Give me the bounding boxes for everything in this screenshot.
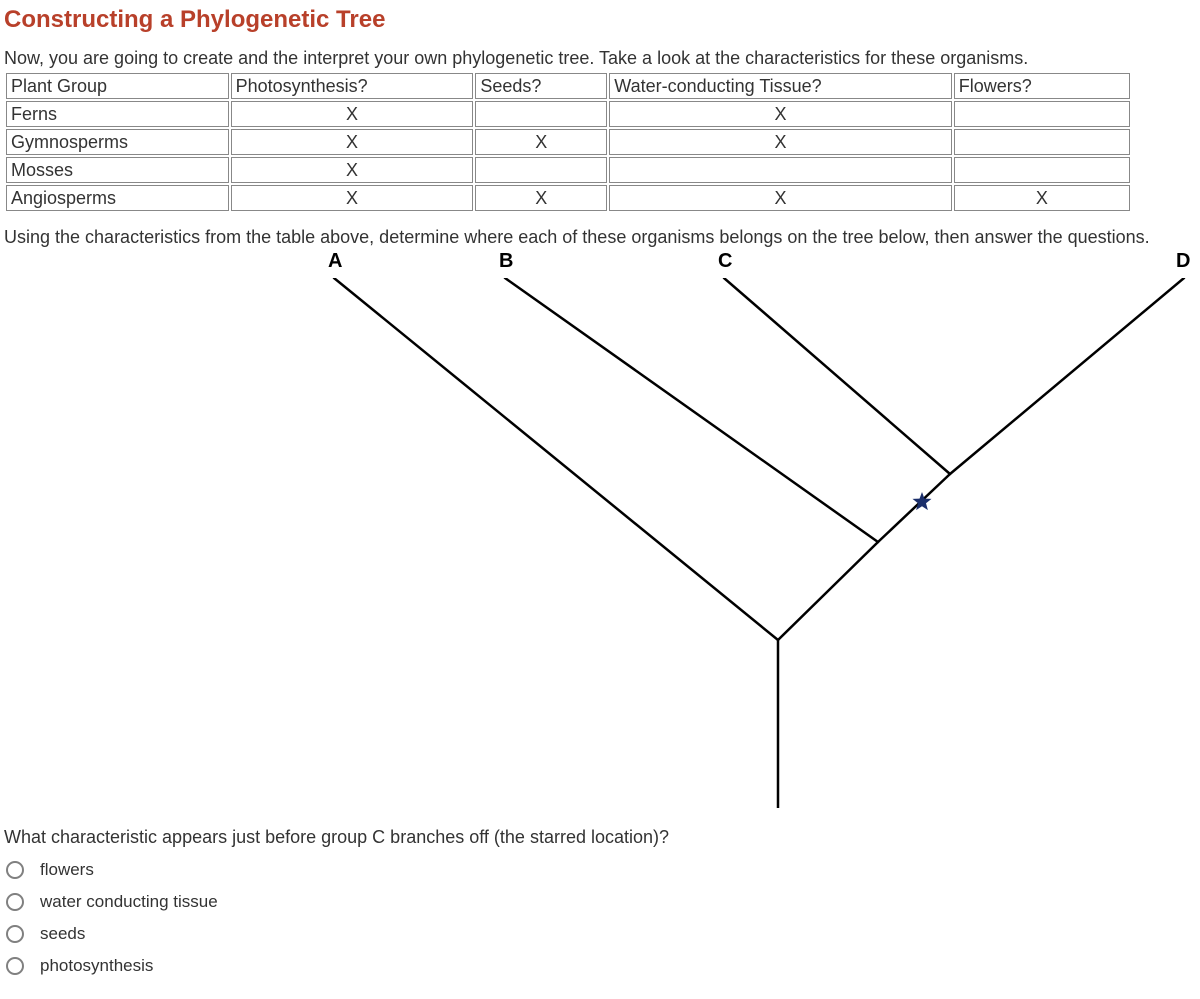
tip-label-a: A	[328, 250, 342, 273]
cell	[475, 157, 607, 183]
cell: X	[475, 129, 607, 155]
option-label: water conducting tissue	[40, 892, 218, 912]
tip-label-b: B	[499, 250, 513, 273]
table-row: Angiosperms X X X X	[6, 185, 1130, 211]
cell	[954, 101, 1130, 127]
table-header-row: Plant Group Photosynthesis? Seeds? Water…	[6, 73, 1130, 99]
question-text: What characteristic appears just before …	[4, 827, 1196, 848]
option-label: flowers	[40, 860, 94, 880]
row-label: Mosses	[6, 157, 229, 183]
cell: X	[231, 129, 474, 155]
col-header: Photosynthesis?	[231, 73, 474, 99]
cell: X	[231, 101, 474, 127]
row-label: Ferns	[6, 101, 229, 127]
cell: X	[609, 129, 951, 155]
col-header: Water-conducting Tissue?	[609, 73, 951, 99]
radio-icon[interactable]	[6, 957, 24, 975]
trait-table: Plant Group Photosynthesis? Seeds? Water…	[4, 71, 1132, 213]
col-header: Plant Group	[6, 73, 229, 99]
radio-icon[interactable]	[6, 893, 24, 911]
tip-label-c: C	[718, 250, 732, 273]
table-row: Ferns X X	[6, 101, 1130, 127]
option-row[interactable]: photosynthesis	[4, 950, 1196, 982]
col-header: Seeds?	[475, 73, 607, 99]
cell: X	[609, 101, 951, 127]
tip-label-d: D	[1176, 250, 1190, 273]
instruction-text: Using the characteristics from the table…	[4, 227, 1196, 248]
table-row: Mosses X	[6, 157, 1130, 183]
row-label: Angiosperms	[6, 185, 229, 211]
option-row[interactable]: water conducting tissue	[4, 886, 1196, 918]
cell	[954, 129, 1130, 155]
cell	[954, 157, 1130, 183]
option-row[interactable]: seeds	[4, 918, 1196, 950]
tree-svg	[4, 278, 1194, 808]
cell: X	[231, 157, 474, 183]
cell: X	[609, 185, 951, 211]
page-title: Constructing a Phylogenetic Tree	[4, 6, 1196, 34]
radio-icon[interactable]	[6, 925, 24, 943]
cell: X	[954, 185, 1130, 211]
cell: X	[475, 185, 607, 211]
phylogenetic-tree: A B C D	[4, 250, 1194, 813]
answer-options: flowers water conducting tissue seeds ph…	[4, 854, 1196, 982]
radio-icon[interactable]	[6, 861, 24, 879]
option-label: photosynthesis	[40, 956, 153, 976]
intro-text: Now, you are going to create and the int…	[4, 48, 1196, 69]
cell: X	[231, 185, 474, 211]
row-label: Gymnosperms	[6, 129, 229, 155]
cell	[609, 157, 951, 183]
option-label: seeds	[40, 924, 85, 944]
table-row: Gymnosperms X X X	[6, 129, 1130, 155]
col-header: Flowers?	[954, 73, 1130, 99]
cell	[475, 101, 607, 127]
option-row[interactable]: flowers	[4, 854, 1196, 886]
